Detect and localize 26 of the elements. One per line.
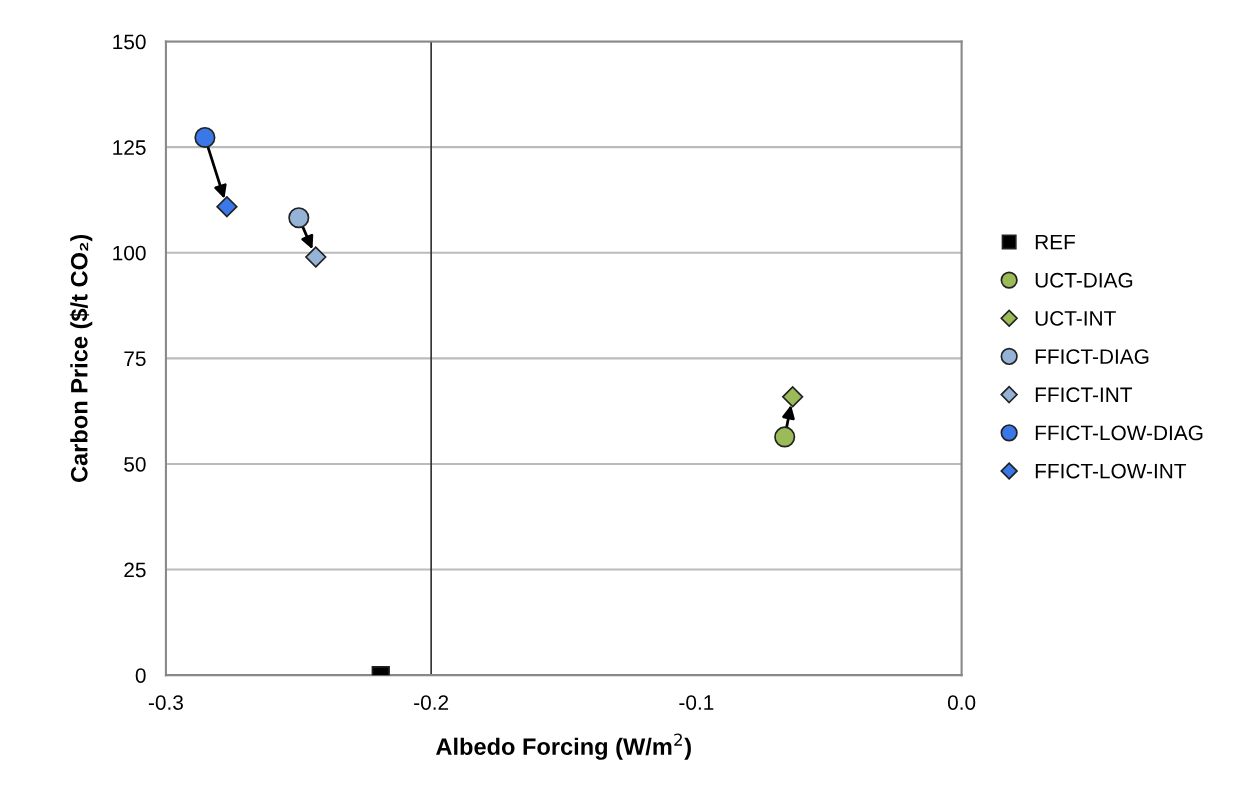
legend-label: UCT-INT	[1035, 311, 1116, 326]
point	[781, 386, 804, 408]
legend-label: UCT-DIAG	[1035, 272, 1133, 288]
x-tick-label: -0.3	[148, 695, 183, 710]
legend-label: REF	[1035, 234, 1075, 250]
y-tick-label: 75	[124, 351, 146, 367]
x-tick-label: -0.1	[679, 695, 714, 710]
y-tick-label: 0	[135, 668, 146, 683]
y-tick-label: 150	[113, 34, 146, 50]
legend-label: FFICT-LOW-INT	[1035, 463, 1187, 479]
legend-label: FFICT-LOW-DIAG	[1035, 425, 1203, 441]
x-axis-title: Albedo Forcing (W/m$^{2}$)	[436, 733, 691, 760]
x-tick-label: 0.0	[947, 695, 976, 710]
legend-label: FFICT-INT	[1035, 387, 1133, 403]
legend-label: FFICT-DIAG	[1035, 349, 1149, 364]
point	[194, 126, 216, 148]
y-tick-label: 25	[124, 562, 146, 578]
point	[305, 246, 327, 268]
y-tick-label: 100	[113, 245, 146, 261]
point	[774, 426, 796, 448]
point	[216, 196, 238, 218]
x-tick-label: -0.2	[414, 695, 449, 710]
point	[288, 207, 310, 229]
y-tick-label: 125	[113, 140, 146, 155]
y-axis-title: Carbon Price ($/t CO₂)	[69, 234, 93, 483]
y-tick-label: 50	[124, 456, 146, 472]
